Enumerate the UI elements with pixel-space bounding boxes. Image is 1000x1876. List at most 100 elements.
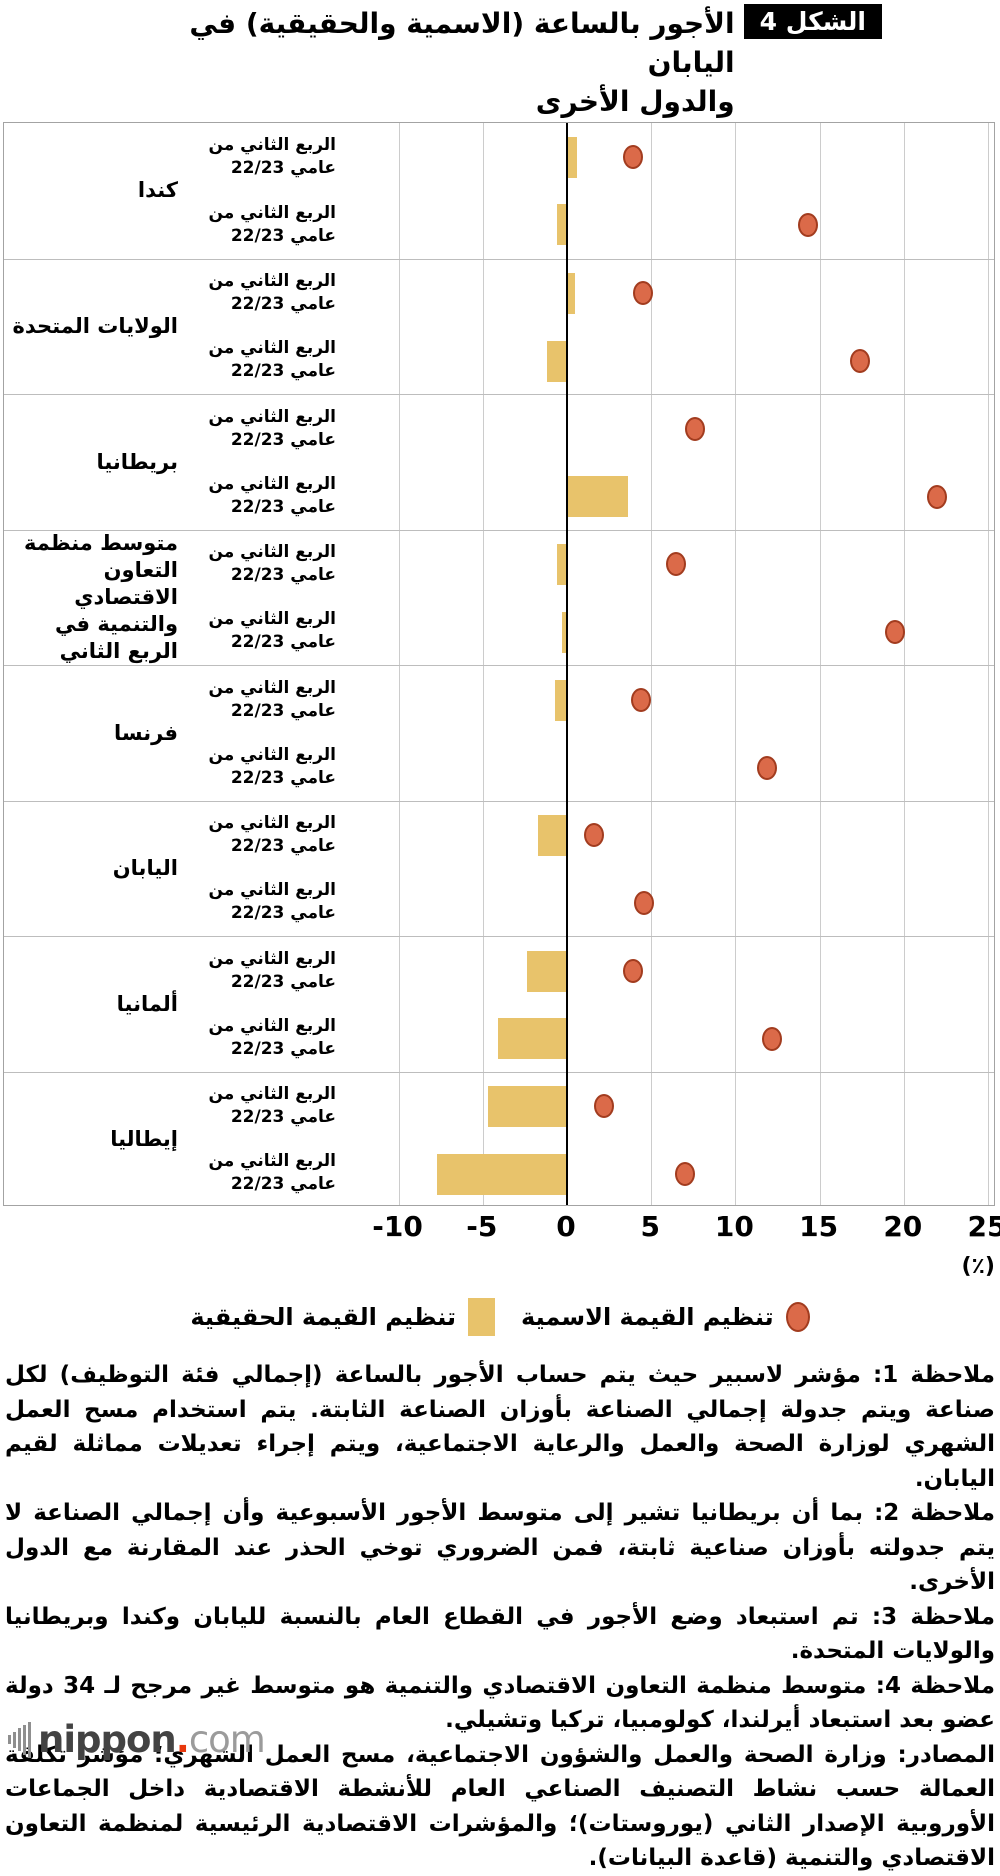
country-block: ألمانيا الربع الثاني من عامي 22/23 الربع ا…: [4, 936, 994, 1072]
country-label: كندا: [137, 178, 178, 203]
quarter-label-column: الربع الثاني من عامي 22/23 الربع الثاني م…: [181, 666, 346, 801]
gridline: [651, 123, 653, 1205]
chart-row: [346, 598, 994, 666]
notes: ملاحظة 1: مؤشر لاسبير حيث يتم حساب الأجو…: [0, 1358, 1000, 1876]
country-label: بريطانيا: [96, 449, 178, 474]
gridline: [482, 123, 484, 1205]
x-axis-tick: -10: [372, 1210, 423, 1243]
nippon-logo: nippon.com: [8, 1718, 266, 1761]
chart-row: [346, 734, 994, 802]
quarter-label-column: الربع الثاني من عامي 22/23 الربع الثاني م…: [181, 531, 346, 666]
real-value-bar: [538, 815, 567, 856]
note-1: ملاحظة 1: مؤشر لاسبير حيث يتم حساب الأجو…: [5, 1362, 996, 1492]
gridline: [988, 123, 989, 1205]
real-value-bar: [555, 679, 567, 721]
nominal-value-dot: [622, 144, 643, 169]
nominal-value-dot: [885, 620, 906, 645]
country-block: كندا الربع الثاني من عامي 22/23 الربع الثا…: [4, 123, 994, 259]
percent-unit-label: (٪): [961, 1254, 995, 1279]
country-label: فرنسا: [114, 720, 178, 745]
real-value-bar: [556, 204, 567, 246]
gridline: [819, 123, 821, 1205]
real-value-bar: [526, 950, 567, 992]
legend-nominal-label: تنظيم القيمة الاسمية: [521, 1303, 774, 1331]
legend-item-real: تنظيم القيمة الحقيقية: [190, 1298, 496, 1336]
plot-area: [346, 123, 994, 259]
x-axis-tick: -5: [466, 1210, 498, 1243]
nominal-value-dot: [622, 958, 643, 983]
country-block: اليابان الربع الثاني من عامي 22/23 الربع ا…: [4, 800, 994, 937]
real-square-icon: [468, 1298, 496, 1336]
gridline: [398, 123, 400, 1205]
legend-real-label: تنظيم القيمة الحقيقية: [190, 1303, 457, 1331]
chart-row: [346, 1073, 994, 1141]
chart-row: [346, 869, 994, 937]
nominal-value-dot: [634, 891, 655, 916]
legend-item-nominal: تنظيم القيمة الاسمية: [521, 1302, 810, 1332]
zero-axis-line: [566, 123, 568, 1205]
quarter-label: الربع الثاني من عامي 22/23: [208, 948, 336, 992]
logo-text: nippon.com: [38, 1718, 266, 1761]
page-title: الأجور بالساعة (الاسمية والحقيقية) في ال…: [118, 4, 735, 121]
nominal-value-dot: [684, 416, 705, 441]
x-axis-tick: 0: [556, 1210, 576, 1243]
chart-row: [346, 937, 994, 1005]
chart-row: [346, 191, 994, 259]
gridline: [735, 123, 737, 1205]
quarter-label: الربع الثاني من عامي 22/23: [208, 406, 336, 450]
quarter-label: الربع الثاني من عامي 22/23: [208, 880, 336, 924]
quarter-label-column: الربع الثاني من عامي 22/23 الربع الثاني م…: [181, 123, 346, 259]
nominal-value-dot: [927, 484, 948, 509]
country-block: الولايات المتحدة الربع الثاني من عامي 22/…: [4, 258, 994, 395]
country-block: متوسط منظمة التعاون الاقتصادي والتنمية ف…: [4, 529, 994, 666]
note-2: ملاحظة 2: بما أن بريطانيا تشير إلى متوسط…: [5, 1500, 995, 1595]
quarter-label: الربع الثاني من عامي 22/23: [208, 813, 336, 857]
gridline: [903, 123, 905, 1205]
chart-row: [346, 1140, 994, 1208]
chart-row: [346, 123, 994, 191]
country-label: متوسط منظمة التعاون الاقتصادي والتنمية ف…: [23, 531, 178, 664]
x-axis-tick: 10: [714, 1210, 754, 1243]
plot-area: [346, 260, 994, 395]
country-label: اليابان: [112, 856, 178, 881]
nominal-value-dot: [674, 1162, 695, 1187]
chart-row: [346, 327, 994, 395]
quarter-label-column: الربع الثاني من عامي 22/23 الربع الثاني م…: [181, 802, 346, 937]
quarter-label-column: الربع الثاني من عامي 22/23 الربع الثاني م…: [181, 395, 346, 530]
figure-number-badge: الشكل 4: [743, 4, 882, 39]
quarter-label-column: الربع الثاني من عامي 22/23 الربع الثاني م…: [181, 1073, 346, 1208]
chart-row: [346, 395, 994, 463]
quarter-label: الربع الثاني من عامي 22/23: [208, 542, 336, 586]
nominal-value-dot: [762, 1026, 783, 1051]
quarter-label: الربع الثاني من عامي 22/23: [208, 134, 336, 178]
quarter-label: الربع الثاني من عامي 22/23: [208, 202, 336, 246]
plot-area: [346, 937, 994, 1072]
nominal-dot-icon: [785, 1302, 810, 1332]
quarter-label-column: الربع الثاني من عامي 22/23 الربع الثاني م…: [181, 937, 346, 1072]
real-value-bar: [546, 340, 567, 382]
quarter-label: الربع الثاني من عامي 22/23: [208, 609, 336, 653]
country-block: إيطاليا الربع الثاني من عامي 22/23 الربع ا…: [4, 1071, 994, 1208]
nominal-value-dot: [583, 823, 604, 848]
quarter-label: الربع الثاني من عامي 22/23: [208, 338, 336, 382]
nominal-value-dot: [632, 281, 653, 306]
note-3: ملاحظة 3: تم استبعاد وضع الأجور في القطا…: [5, 1603, 996, 1665]
country-label: الولايات المتحدة: [12, 314, 178, 339]
quarter-label: الربع الثاني من عامي 22/23: [208, 1084, 336, 1128]
real-value-bar: [567, 476, 628, 518]
quarter-label: الربع الثاني من عامي 22/23: [208, 473, 336, 517]
chart-row: [346, 666, 994, 734]
logo-soundwave-icon: [8, 1721, 31, 1758]
quarter-label: الربع الثاني من عامي 22/23: [208, 1151, 336, 1195]
plot-area: [346, 395, 994, 530]
real-value-bar: [561, 611, 567, 653]
title-line-2: والدول الأخرى: [535, 85, 735, 118]
chart-table: كندا الربع الثاني من عامي 22/23 الربع الثا…: [3, 122, 995, 1206]
legend: تنظيم القيمة الاسمية تنظيم القيمة الحقيق…: [0, 1298, 1000, 1336]
real-value-bar: [567, 136, 578, 178]
country-block: فرنسا الربع الثاني من عامي 22/23 الربع الث…: [4, 665, 994, 801]
real-value-bar: [487, 1086, 567, 1127]
plot-area: [346, 1073, 994, 1208]
nominal-value-dot: [594, 1094, 615, 1119]
x-axis-tick: 15: [799, 1210, 839, 1243]
